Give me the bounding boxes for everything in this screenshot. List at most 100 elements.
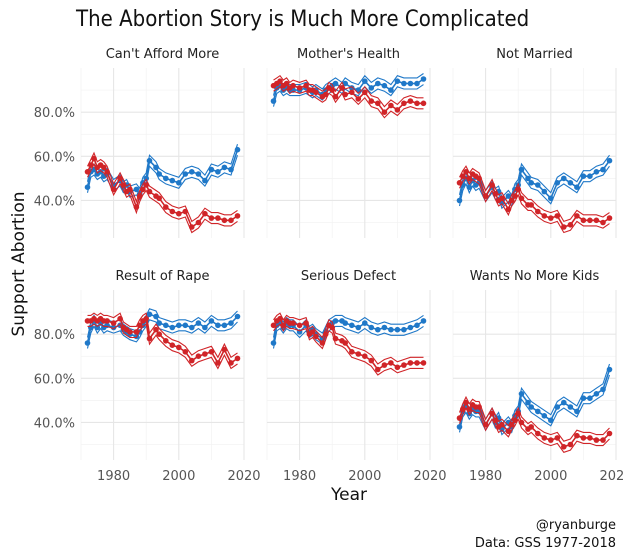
data-point [202,324,208,331]
data-point [104,318,110,324]
data-point [215,360,221,366]
data-point [215,322,221,329]
data-point [515,410,521,417]
data-point [548,417,554,424]
data-point [414,80,420,87]
data-point [146,311,153,318]
data-point [169,177,176,184]
data-point [606,430,613,437]
data-point [277,78,283,84]
ci-upper-line [272,314,424,338]
ci-lower-line [273,323,424,376]
data-point [407,98,414,104]
data-point [319,340,326,346]
data-point [554,180,561,186]
data-point [554,435,561,441]
data-point [567,180,574,186]
data-point [329,87,336,93]
data-point [525,399,531,406]
plot-area [270,312,427,376]
data-point [554,213,561,219]
y-tick-label: 40.0% [34,194,75,209]
data-point [515,186,521,193]
data-point [375,80,381,87]
data-point [143,175,149,182]
data-point [332,80,339,87]
ci-lower-line [459,176,610,234]
data-point [146,157,153,164]
data-point [195,171,202,177]
data-point [228,320,234,326]
data-point [375,100,381,107]
data-point [322,331,329,338]
data-point [407,80,414,87]
data-point [407,360,414,366]
data-point [587,173,593,179]
data-point [414,360,420,366]
data-point [153,164,159,171]
data-point [195,320,202,326]
data-point [349,85,355,91]
data-point [489,410,495,417]
data-point [401,326,407,333]
data-point [146,335,153,342]
data-point [349,322,355,329]
data-point [339,85,345,91]
data-point [388,360,394,366]
data-point [136,322,143,329]
ci-upper-line [273,312,424,365]
data-point [182,171,189,177]
data-point [234,313,241,320]
panels: Can't Afford More 40.0% 60.0% 80.0% Mother's… [34,47,624,484]
y-tick-label: 60.0% [34,372,75,387]
x-tick-label: 1980 [283,469,316,484]
data-point [156,171,162,177]
data-point [349,349,355,355]
data-point [133,186,140,193]
data-point [541,413,548,419]
data-point [561,224,567,230]
data-point [499,195,505,202]
series-red [84,312,241,370]
series-red [456,395,613,453]
ci-lower-line [86,155,239,201]
data-point [127,329,133,335]
ci-lower-line [458,374,611,436]
data-point [329,324,336,331]
y-tick-label: 60.0% [34,150,75,165]
ci-lower-line [87,162,238,234]
data-point [189,169,195,175]
panel-strip-label: Wants No More Kids [470,269,600,284]
data-point [574,213,580,219]
data-point [567,222,574,228]
data-point [394,326,401,333]
data-point [518,166,525,173]
data-point [528,202,534,208]
data-point [303,320,309,326]
data-point [189,224,195,230]
data-point [401,80,407,87]
data-point [381,324,388,331]
data-point [456,197,463,204]
data-point [580,395,587,402]
ci-lower-line [87,323,238,370]
data-point [518,391,525,397]
data-point [593,437,600,443]
caption-author: @ryanburge [536,518,616,533]
plot-area [270,73,427,119]
data-point [407,324,414,331]
data-point [156,331,162,338]
ci-upper-line [87,151,238,223]
data-point [587,395,593,402]
data-point [332,318,339,324]
data-point [580,435,587,441]
data-point [349,89,355,96]
data-point [368,324,375,331]
data-point [117,315,123,322]
panel-strip-label: Result of Rape [116,269,210,284]
data-point [221,164,228,171]
data-point [460,173,466,179]
data-point [512,193,518,199]
data-point [512,417,518,424]
data-point [482,421,489,428]
